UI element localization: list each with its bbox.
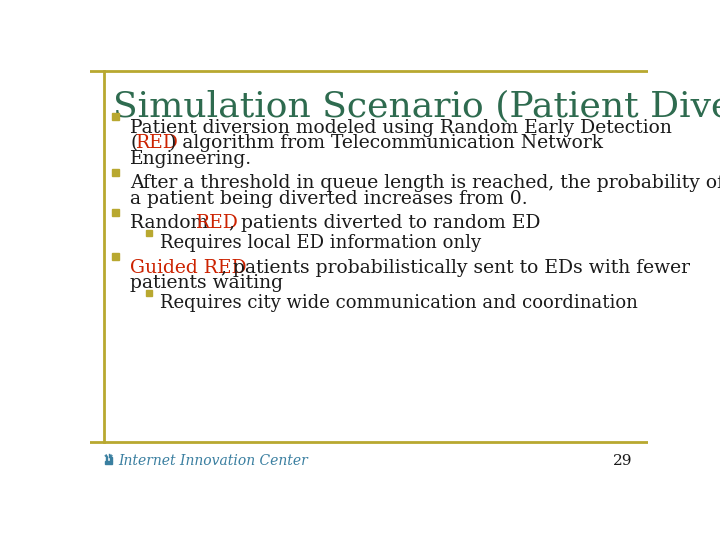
Text: , patients diverted to random ED: , patients diverted to random ED [229, 214, 540, 232]
Text: a patient being diverted increases from 0.: a patient being diverted increases from … [130, 190, 528, 207]
Bar [112, 168, 119, 176]
Text: , patients probabilistically sent to EDs with fewer: , patients probabilistically sent to EDs… [221, 259, 690, 277]
Bar [112, 209, 119, 215]
Text: Requires local ED information only: Requires local ED information only [160, 234, 481, 252]
Bar [106, 457, 107, 461]
Bar [145, 230, 152, 236]
Text: Engineering.: Engineering. [130, 150, 253, 167]
Bar [110, 457, 112, 461]
Bar [104, 461, 112, 464]
Text: ) algorithm from Telecommunication Network: ) algorithm from Telecommunication Netwo… [169, 134, 603, 152]
Text: Random: Random [130, 214, 215, 232]
Text: patients waiting: patients waiting [130, 274, 283, 292]
Text: Internet Innovation Center: Internet Innovation Center [119, 454, 308, 468]
Text: Guided RED: Guided RED [130, 259, 247, 277]
Text: Simulation Scenario (Patient Diversion): Simulation Scenario (Patient Diversion) [113, 90, 720, 124]
Bar [145, 289, 152, 296]
Text: RED: RED [196, 214, 238, 232]
Text: RED: RED [136, 134, 179, 152]
Text: (: ( [130, 134, 138, 152]
Bar [112, 253, 119, 260]
Text: Patient diversion modeled using Random Early Detection: Patient diversion modeled using Random E… [130, 119, 672, 137]
Bar [112, 113, 119, 120]
Text: Requires city wide communication and coordination: Requires city wide communication and coo… [160, 294, 638, 312]
Text: 29: 29 [613, 454, 632, 468]
Text: After a threshold in queue length is reached, the probability of: After a threshold in queue length is rea… [130, 174, 720, 192]
